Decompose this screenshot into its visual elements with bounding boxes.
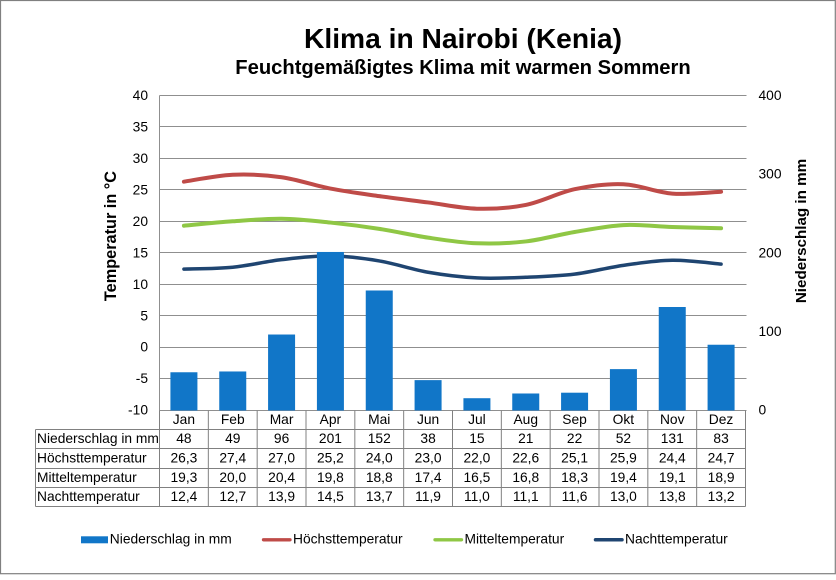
svg-text:Feuchtgemäßigtes Klima mit war: Feuchtgemäßigtes Klima mit warmen Sommer… [235, 57, 690, 79]
svg-text:21: 21 [518, 431, 533, 446]
svg-text:27,4: 27,4 [219, 450, 246, 465]
svg-text:-5: -5 [136, 371, 149, 386]
svg-text:24,7: 24,7 [708, 450, 735, 465]
svg-text:Nov: Nov [660, 412, 685, 427]
svg-text:Mitteltemperatur: Mitteltemperatur [37, 470, 137, 485]
svg-text:49: 49 [225, 431, 241, 446]
svg-text:24,0: 24,0 [366, 450, 393, 465]
svg-text:10: 10 [133, 277, 149, 292]
svg-text:Mar: Mar [270, 412, 294, 427]
svg-text:12,4: 12,4 [170, 489, 197, 504]
svg-text:40: 40 [133, 88, 149, 103]
svg-text:22: 22 [567, 431, 582, 446]
svg-text:Feb: Feb [221, 412, 245, 427]
svg-text:25,9: 25,9 [610, 450, 637, 465]
svg-text:20: 20 [133, 214, 149, 229]
svg-text:11,1: 11,1 [513, 489, 539, 504]
svg-text:Mitteltemperatur: Mitteltemperatur [465, 532, 565, 547]
svg-text:Höchsttemperatur: Höchsttemperatur [293, 532, 403, 547]
svg-text:Jan: Jan [173, 412, 195, 427]
svg-text:Höchsttemperatur: Höchsttemperatur [37, 450, 147, 465]
svg-text:25,1: 25,1 [561, 450, 588, 465]
svg-text:27,0: 27,0 [268, 450, 295, 465]
svg-text:24,4: 24,4 [659, 450, 686, 465]
svg-text:Dez: Dez [709, 412, 734, 427]
svg-text:16,8: 16,8 [512, 470, 539, 485]
svg-text:Niederschlag in mm: Niederschlag in mm [793, 159, 810, 303]
svg-text:Nachttemperatur: Nachttemperatur [625, 532, 728, 547]
svg-text:38: 38 [420, 431, 436, 446]
svg-text:Jun: Jun [417, 412, 439, 427]
svg-text:Apr: Apr [320, 412, 342, 427]
svg-text:Temperatur in °C: Temperatur in °C [102, 171, 120, 301]
svg-text:15: 15 [469, 431, 485, 446]
svg-text:11,9: 11,9 [415, 489, 441, 504]
svg-text:Klima in Nairobi (Kenia): Klima in Nairobi (Kenia) [304, 22, 622, 54]
svg-text:0: 0 [759, 403, 767, 418]
svg-text:15: 15 [133, 245, 149, 260]
svg-text:5: 5 [140, 308, 148, 323]
svg-text:25,2: 25,2 [317, 450, 344, 465]
svg-text:30: 30 [133, 151, 149, 166]
svg-text:13,2: 13,2 [708, 489, 735, 504]
svg-text:19,3: 19,3 [170, 470, 197, 485]
svg-text:18,3: 18,3 [561, 470, 588, 485]
svg-text:Aug: Aug [513, 412, 538, 427]
svg-text:400: 400 [759, 88, 782, 103]
svg-text:18,9: 18,9 [708, 470, 735, 485]
svg-text:23,0: 23,0 [415, 450, 442, 465]
svg-text:48: 48 [176, 431, 192, 446]
svg-text:13,9: 13,9 [268, 489, 295, 504]
svg-text:200: 200 [759, 245, 782, 260]
svg-text:131: 131 [661, 431, 684, 446]
svg-text:100: 100 [759, 324, 782, 339]
svg-text:17,4: 17,4 [415, 470, 442, 485]
svg-text:13,8: 13,8 [659, 489, 686, 504]
svg-text:18,8: 18,8 [366, 470, 393, 485]
svg-text:20,4: 20,4 [268, 470, 295, 485]
svg-text:Niederschlag in mm: Niederschlag in mm [110, 532, 232, 547]
svg-text:35: 35 [133, 120, 149, 135]
svg-text:152: 152 [368, 431, 391, 446]
svg-text:-10: -10 [128, 403, 148, 418]
svg-text:Okt: Okt [613, 412, 635, 427]
svg-text:11,6: 11,6 [562, 489, 588, 504]
svg-text:22,6: 22,6 [512, 450, 539, 465]
svg-text:14,5: 14,5 [317, 489, 344, 504]
svg-text:16,5: 16,5 [463, 470, 490, 485]
svg-text:52: 52 [616, 431, 631, 446]
svg-text:Mai: Mai [368, 412, 390, 427]
svg-text:19,4: 19,4 [610, 470, 637, 485]
svg-text:201: 201 [319, 431, 342, 446]
svg-text:Niederschlag in mm: Niederschlag in mm [37, 431, 159, 446]
svg-text:Nachttemperatur: Nachttemperatur [37, 489, 140, 504]
svg-text:0: 0 [140, 340, 148, 355]
svg-text:13,0: 13,0 [610, 489, 637, 504]
svg-text:96: 96 [274, 431, 290, 446]
svg-text:22,0: 22,0 [463, 450, 490, 465]
svg-text:Jul: Jul [468, 412, 486, 427]
svg-text:19,8: 19,8 [317, 470, 344, 485]
svg-text:300: 300 [759, 167, 782, 182]
svg-text:25: 25 [133, 182, 149, 197]
svg-text:19,1: 19,1 [659, 470, 686, 485]
svg-text:Sep: Sep [562, 412, 587, 427]
svg-text:12,7: 12,7 [219, 489, 246, 504]
svg-text:26,3: 26,3 [170, 450, 197, 465]
svg-text:20,0: 20,0 [219, 470, 246, 485]
svg-text:13,7: 13,7 [366, 489, 393, 504]
svg-text:11,0: 11,0 [464, 489, 490, 504]
svg-text:83: 83 [713, 431, 729, 446]
